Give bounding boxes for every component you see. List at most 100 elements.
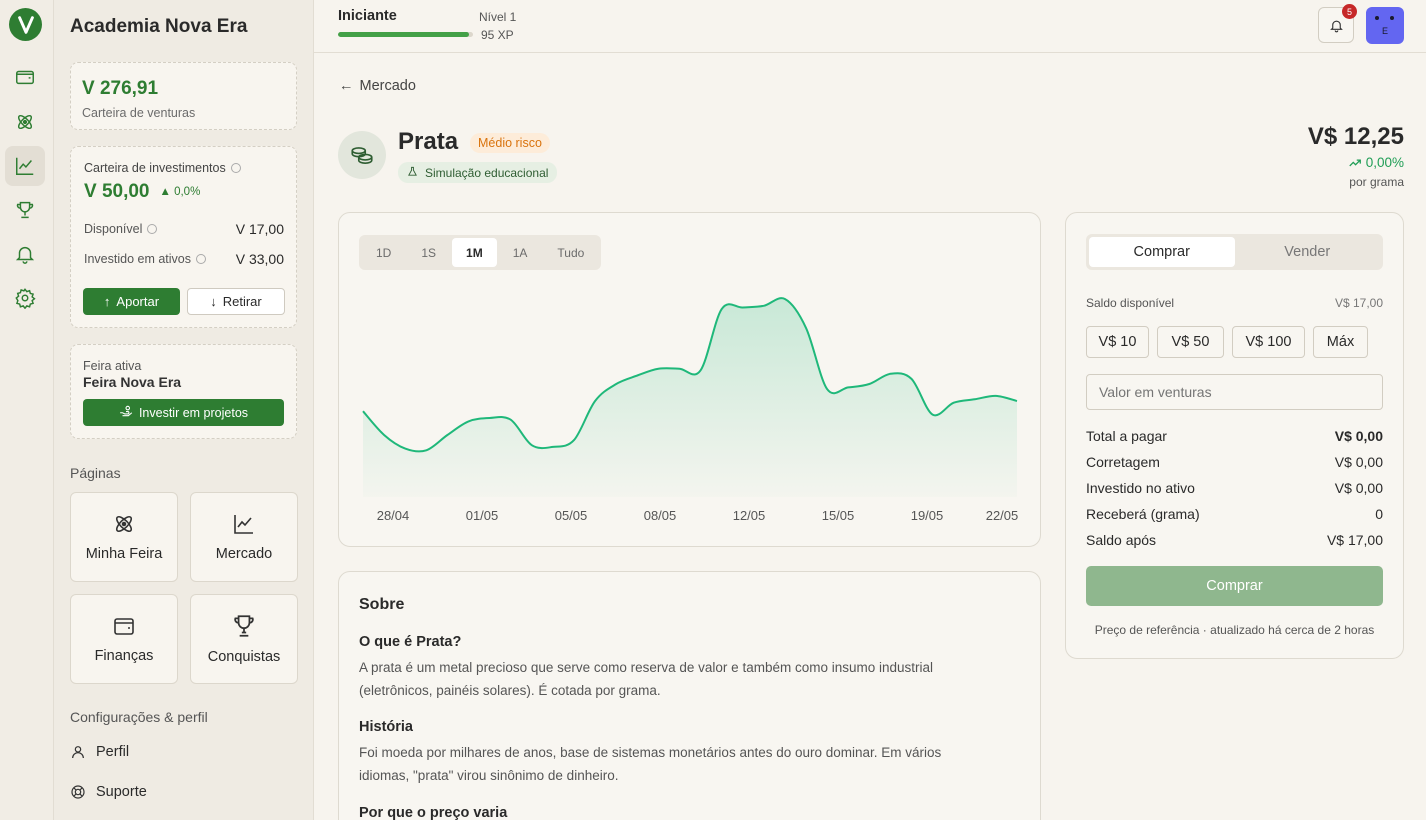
- price-unit: por grama: [1349, 175, 1404, 189]
- price-point[interactable]: [568, 434, 580, 446]
- about-heading: Por que o preço varia: [359, 805, 508, 820]
- notification-badge: 5: [1342, 4, 1357, 19]
- price-point[interactable]: [652, 363, 664, 375]
- range-tab-1d[interactable]: 1D: [376, 245, 392, 260]
- tab-buy[interactable]: Comprar: [1089, 237, 1235, 267]
- simulation-badge: Simulação educacional: [398, 162, 558, 183]
- price-point[interactable]: [716, 303, 728, 315]
- rail-chart-line-icon[interactable]: [5, 146, 45, 186]
- invested-label: Investido em ativos: [84, 252, 191, 266]
- arrow-left-icon: ←: [339, 78, 354, 94]
- amount-input[interactable]: [1086, 374, 1383, 410]
- rail-wallet-icon[interactable]: [5, 57, 45, 97]
- page-financas[interactable]: Finanças: [70, 594, 178, 684]
- range-tab-1m[interactable]: 1M: [452, 238, 497, 267]
- avatar[interactable]: E: [1366, 7, 1404, 44]
- price-point[interactable]: [547, 441, 559, 453]
- info-icon[interactable]: [196, 254, 206, 264]
- summary-label: Saldo após: [1086, 532, 1157, 548]
- price-point[interactable]: [948, 397, 960, 409]
- price-point[interactable]: [990, 390, 1002, 402]
- simulation-label: Simulação educacional: [425, 165, 549, 180]
- x-tick-label: 08/05: [644, 508, 677, 523]
- triangle-up-icon: ▲: [159, 186, 171, 198]
- price-point[interactable]: [884, 368, 896, 380]
- rail-trophy-icon[interactable]: [5, 190, 45, 230]
- page-minha-feira[interactable]: Minha Feira: [70, 492, 178, 582]
- price-point[interactable]: [441, 429, 453, 441]
- price-point[interactable]: [800, 322, 812, 334]
- quick-amount-100[interactable]: V$ 100: [1232, 326, 1305, 358]
- price-point[interactable]: [737, 302, 749, 314]
- balance-value: V$ 17,00: [1334, 296, 1383, 310]
- bell-icon: [1329, 20, 1343, 32]
- price-point[interactable]: [842, 381, 854, 393]
- rail-bell-icon[interactable]: [5, 234, 45, 274]
- price-point[interactable]: [462, 415, 474, 427]
- tab-sell[interactable]: Vender: [1284, 244, 1331, 260]
- price-point[interactable]: [357, 405, 369, 417]
- summary-row-balance-after: Saldo após V$ 17,00: [1086, 532, 1383, 548]
- price-point[interactable]: [378, 429, 390, 441]
- app-logo[interactable]: [9, 8, 42, 41]
- asset-avatar: [338, 131, 386, 179]
- price-point[interactable]: [779, 293, 791, 305]
- rail-atom-icon[interactable]: [5, 102, 45, 142]
- x-tick-label: 15/05: [822, 508, 855, 523]
- invested-row: Investido em ativos V 33,00: [84, 251, 284, 267]
- info-icon[interactable]: [230, 163, 241, 173]
- price-point[interactable]: [484, 412, 496, 424]
- price-point[interactable]: [863, 378, 875, 390]
- range-tab-1a[interactable]: 1A: [512, 245, 528, 260]
- investment-change-value: 0,0%: [174, 186, 201, 198]
- summary-row-invested: Investido no ativo V$ 0,00: [1086, 480, 1383, 496]
- back-label: Mercado: [359, 78, 416, 94]
- range-tab-tudo[interactable]: Tudo: [557, 245, 585, 260]
- x-tick-label: 19/05: [911, 508, 944, 523]
- price-point[interactable]: [589, 395, 601, 407]
- page-label: Conquistas: [207, 649, 281, 665]
- info-icon[interactable]: [147, 224, 158, 234]
- balance-row: Saldo disponível V$ 17,00: [1086, 296, 1383, 310]
- price-point[interactable]: [631, 370, 643, 382]
- lifebuoy-icon: [71, 785, 85, 799]
- price-point[interactable]: [927, 409, 939, 421]
- quick-amount-50[interactable]: V$ 50: [1157, 326, 1224, 358]
- settings-title: Configurações & perfil: [70, 709, 208, 725]
- price-point[interactable]: [758, 300, 770, 312]
- price-point[interactable]: [505, 414, 517, 426]
- asset-change-value: 0,00%: [1365, 155, 1404, 170]
- range-tabs: 1D 1S 1M 1A Tudo: [359, 235, 602, 270]
- price-point[interactable]: [969, 393, 981, 405]
- investment-total: V 50,00 ▲ 0,0%: [84, 181, 200, 203]
- range-tab-1s[interactable]: 1S: [421, 245, 437, 260]
- price-point[interactable]: [420, 444, 432, 456]
- deposit-button[interactable]: ↑ Aportar: [83, 288, 180, 315]
- wallet-label: Carteira de venturas: [82, 106, 196, 120]
- nav-suporte[interactable]: Suporte: [70, 784, 147, 800]
- quick-amount-max[interactable]: Máx: [1313, 326, 1368, 358]
- notifications-button[interactable]: 5: [1318, 4, 1357, 43]
- price-point[interactable]: [821, 383, 833, 395]
- rail-gear-icon[interactable]: [5, 278, 45, 318]
- quick-amount-10[interactable]: V$ 10: [1086, 326, 1149, 358]
- price-point[interactable]: [695, 364, 707, 376]
- price-point[interactable]: [610, 378, 622, 390]
- nav-perfil[interactable]: Perfil: [70, 744, 129, 760]
- withdraw-button[interactable]: ↓ Retirar: [187, 288, 285, 315]
- invest-projects-label: Investir em projetos: [138, 405, 249, 420]
- price-point[interactable]: [399, 443, 411, 455]
- price-point[interactable]: [526, 439, 538, 451]
- price-point[interactable]: [906, 373, 918, 385]
- page-mercado[interactable]: Mercado: [190, 492, 298, 582]
- about-line: Foi moeda por milhares de anos, base de …: [359, 745, 942, 760]
- page-conquistas[interactable]: Conquistas: [190, 594, 298, 684]
- price-point[interactable]: [673, 363, 685, 375]
- nav-suporte-label: Suporte: [96, 784, 147, 800]
- invest-projects-button[interactable]: Investir em projetos: [83, 399, 284, 426]
- buy-submit-button[interactable]: Comprar: [1086, 566, 1383, 606]
- price-point[interactable]: [1011, 395, 1023, 407]
- xp-progress-fill: [338, 32, 469, 37]
- price-line: [362, 297, 1018, 453]
- back-link[interactable]: ← Mercado: [339, 78, 416, 94]
